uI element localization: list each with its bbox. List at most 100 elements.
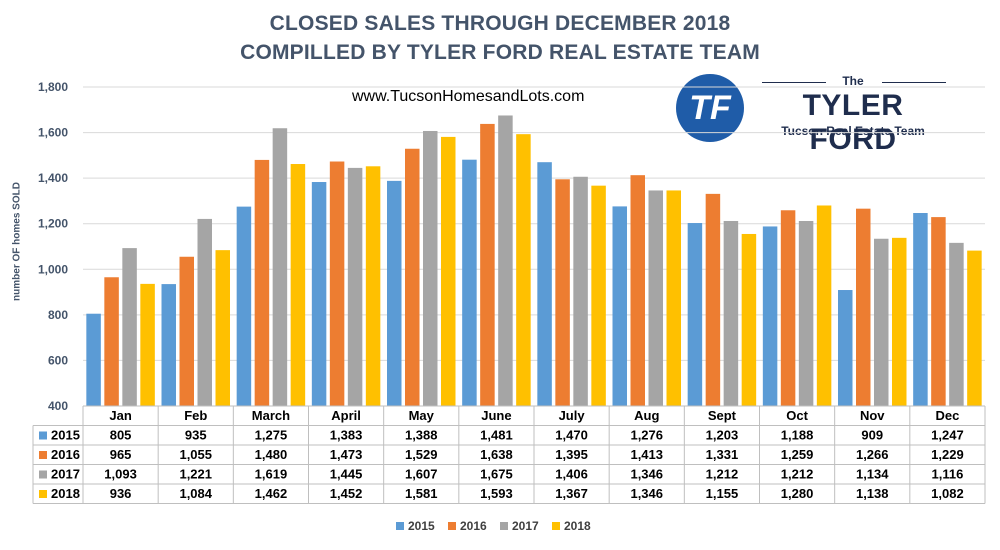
bar-2016	[254, 159, 270, 406]
bar-2018	[666, 190, 681, 406]
legend-label: 2016	[460, 519, 487, 533]
table-value: 1,619	[255, 467, 288, 482]
legend-label: 2015	[408, 519, 435, 533]
table-series-label: 2016	[51, 447, 80, 462]
bar-2015	[687, 223, 703, 406]
table-value: 1,462	[255, 486, 288, 501]
bar-2015	[161, 284, 176, 406]
legend-key-2016	[39, 451, 47, 459]
table-value: 1,581	[405, 486, 438, 501]
table-value: 1,367	[555, 486, 588, 501]
table-value: 1,084	[179, 486, 212, 501]
table-value: 1,212	[781, 467, 814, 482]
chart-title: CLOSED SALES THROUGH DECEMBER 2018	[269, 12, 731, 35]
table-series-label: 2015	[51, 428, 80, 443]
table-value: 1,134	[856, 467, 889, 482]
y-tick-label: 1,000	[38, 262, 68, 276]
bar-2017	[347, 167, 363, 406]
y-tick-label: 1,600	[38, 126, 68, 140]
category-label: Nov	[860, 408, 885, 423]
bar-2018	[816, 205, 832, 406]
bar-2017	[122, 248, 137, 406]
logo-divider-left	[762, 82, 826, 83]
logo-the-text: The	[842, 74, 864, 88]
bar-2018	[140, 283, 155, 406]
table-value: 1,203	[706, 428, 739, 443]
category-label: July	[559, 408, 586, 423]
table-series-label: 2017	[51, 467, 80, 482]
table-value: 1,607	[405, 467, 438, 482]
bar-2017	[423, 130, 438, 406]
logo-tagline-text: Tucson Real Estate Team	[781, 124, 925, 138]
table-value: 1,247	[931, 428, 964, 443]
y-tick-label: 1,400	[38, 171, 68, 185]
table-value: 1,116	[932, 467, 964, 482]
legend-swatch-2017	[500, 522, 508, 530]
bar-2016	[329, 161, 345, 406]
website-url: www.TucsonHomesandLots.com	[352, 88, 585, 105]
legend-swatch-2018	[552, 522, 560, 530]
category-label: Oct	[786, 408, 808, 423]
bar-2015	[913, 213, 928, 406]
bar-2017	[798, 220, 814, 406]
bar-2016	[705, 193, 721, 406]
category-label: Sept	[708, 408, 737, 423]
bar-2015	[236, 206, 252, 406]
bar-2016	[104, 277, 119, 406]
table-value: 1,445	[330, 467, 363, 482]
bar-2017	[498, 115, 513, 406]
bar-2015	[387, 180, 402, 406]
bar-2017	[648, 190, 663, 406]
table-value: 1,383	[330, 428, 363, 443]
legend-swatch-2016	[448, 522, 456, 530]
bar-2017	[949, 242, 964, 406]
bar-2016	[480, 123, 495, 407]
bar-2015	[537, 162, 552, 406]
table-value: 1,413	[630, 447, 663, 462]
bar-2018	[741, 233, 757, 406]
bar-2018	[215, 250, 230, 406]
table-value: 1,675	[480, 467, 513, 482]
bar-2017	[723, 220, 739, 406]
table-value: 1,280	[781, 486, 814, 501]
table-value: 1,055	[179, 447, 212, 462]
table-value: 1,093	[104, 467, 137, 482]
table-value: 909	[861, 428, 883, 443]
table-value: 1,275	[255, 428, 288, 443]
logo-divider-right	[882, 82, 946, 83]
table-value: 1,259	[781, 447, 814, 462]
category-label: Aug	[634, 408, 659, 423]
table-value: 1,221	[179, 467, 212, 482]
y-tick-label: 400	[48, 399, 68, 413]
table-value: 1,452	[330, 486, 363, 501]
table-value: 965	[110, 447, 132, 462]
bar-2018	[441, 136, 456, 407]
bar-2018	[365, 166, 381, 406]
bar-2017	[573, 176, 588, 406]
table-value: 1,395	[555, 447, 588, 462]
table-value: 805	[110, 428, 132, 443]
category-label: May	[409, 408, 435, 423]
table-value: 1,470	[555, 428, 588, 443]
bar-2016	[630, 175, 645, 406]
bar-2016	[555, 179, 570, 406]
table-value: 1,266	[856, 447, 889, 462]
table-value: 1,212	[706, 467, 739, 482]
table-value: 1,188	[781, 428, 814, 443]
category-label: Jan	[109, 408, 131, 423]
tf-monogram-icon: TF	[676, 74, 744, 142]
bar-2018	[967, 250, 982, 406]
category-label: April	[331, 408, 361, 423]
category-label: March	[252, 408, 290, 423]
legend-label: 2018	[564, 519, 591, 533]
legend-key-2015	[39, 431, 47, 440]
bar-2018	[591, 185, 606, 406]
bar-2016	[931, 217, 946, 406]
table-value: 1,481	[480, 428, 513, 443]
table-value: 1,155	[706, 486, 739, 501]
category-label: Feb	[184, 408, 207, 423]
bar-2017	[272, 128, 288, 407]
table-series-label: 2018	[51, 486, 80, 501]
bar-2018	[290, 164, 306, 406]
